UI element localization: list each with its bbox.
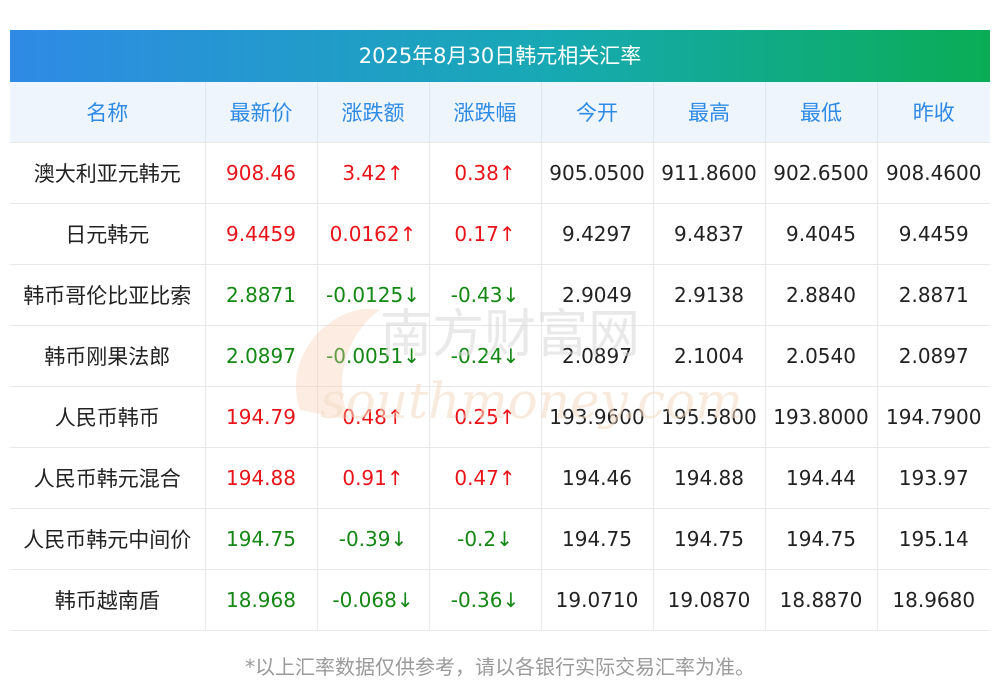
cell-latest: 908.46 [204, 142, 317, 204]
cell-pct: 0.47↑ [428, 447, 541, 509]
cell-name: 韩币越南盾 [10, 569, 205, 631]
cell-latest: 2.0897 [204, 325, 317, 387]
cell-high: 911.8600 [652, 142, 765, 204]
cell-name: 人民币韩元中间价 [10, 508, 205, 570]
header-pct: 涨跌幅 [428, 82, 541, 143]
cell-open: 905.0500 [540, 142, 653, 204]
cell-change: 0.48↑ [316, 386, 429, 448]
cell-change: 0.0162↑ [316, 203, 429, 265]
cell-prev: 195.14 [876, 508, 990, 570]
table-row: 韩币哥伦比亚比索 2.8871 -0.0125↓ -0.43↓ 2.9049 2.9138… [10, 264, 990, 326]
table-header-row: 名称 最新价 涨跌额 涨跌幅 今开 最高 最低 昨收 [10, 82, 990, 143]
cell-pct: -0.36↓ [428, 569, 541, 631]
cell-change: -0.0051↓ [316, 325, 429, 387]
table-row: 韩币刚果法郎 2.0897 -0.0051↓ -0.24↓ 2.0897 2.1004 2.… [10, 325, 990, 387]
cell-latest: 194.88 [204, 447, 317, 509]
cell-name: 韩币刚果法郎 [10, 325, 205, 387]
table-row: 人民币韩币 194.79 0.48↑ 0.25↑ 193.9600 195.5800 193… [10, 386, 990, 448]
cell-low: 18.8870 [764, 569, 877, 631]
cell-high: 9.4837 [652, 203, 765, 265]
cell-name: 澳大利亚元韩元 [10, 142, 205, 204]
cell-name: 韩币哥伦比亚比索 [10, 264, 205, 326]
cell-latest: 18.968 [204, 569, 317, 631]
cell-change: 3.42↑ [316, 142, 429, 204]
cell-latest: 2.8871 [204, 264, 317, 326]
cell-low: 194.44 [764, 447, 877, 509]
header-change: 涨跌额 [316, 82, 429, 143]
header-latest: 最新价 [204, 82, 317, 143]
cell-prev: 18.9680 [876, 569, 990, 631]
cell-pct: 0.25↑ [428, 386, 541, 448]
cell-latest: 194.79 [204, 386, 317, 448]
cell-high: 194.88 [652, 447, 765, 509]
cell-prev: 194.7900 [876, 386, 990, 448]
cell-pct: -0.24↓ [428, 325, 541, 387]
table-title: 2025年8月30日韩元相关汇率 [10, 30, 990, 82]
table-row: 日元韩元 9.4459 0.0162↑ 0.17↑ 9.4297 9.4837 9.4045… [10, 203, 990, 265]
cell-high: 194.75 [652, 508, 765, 570]
cell-open: 194.75 [540, 508, 653, 570]
cell-change: 0.91↑ [316, 447, 429, 509]
cell-pct: 0.17↑ [428, 203, 541, 265]
cell-open: 194.46 [540, 447, 653, 509]
header-open: 今开 [540, 82, 653, 143]
cell-pct: -0.43↓ [428, 264, 541, 326]
cell-open: 2.9049 [540, 264, 653, 326]
table-row: 韩币越南盾 18.968 -0.068↓ -0.36↓ 19.0710 19.0870 18… [10, 569, 990, 631]
cell-prev: 908.4600 [876, 142, 990, 204]
rates-card: 2025年8月30日韩元相关汇率 名称 最新价 涨跌额 涨跌幅 今开 最高 最低… [10, 30, 990, 631]
cell-high: 2.1004 [652, 325, 765, 387]
cell-prev: 2.0897 [876, 325, 990, 387]
cell-prev: 193.97 [876, 447, 990, 509]
table-row: 人民币韩元混合 194.88 0.91↑ 0.47↑ 194.46 194.88 194.4… [10, 447, 990, 509]
header-high: 最高 [652, 82, 765, 143]
header-name: 名称 [10, 82, 205, 143]
cell-name: 日元韩元 [10, 203, 205, 265]
cell-high: 2.9138 [652, 264, 765, 326]
cell-pct: -0.2↓ [428, 508, 541, 570]
cell-change: -0.068↓ [316, 569, 429, 631]
cell-open: 193.9600 [540, 386, 653, 448]
cell-latest: 194.75 [204, 508, 317, 570]
cell-low: 193.8000 [764, 386, 877, 448]
cell-change: -0.39↓ [316, 508, 429, 570]
cell-low: 9.4045 [764, 203, 877, 265]
cell-low: 2.0540 [764, 325, 877, 387]
cell-prev: 2.8871 [876, 264, 990, 326]
cell-high: 19.0870 [652, 569, 765, 631]
cell-name: 人民币韩币 [10, 386, 205, 448]
cell-low: 194.75 [764, 508, 877, 570]
cell-low: 2.8840 [764, 264, 877, 326]
cell-open: 2.0897 [540, 325, 653, 387]
cell-open: 9.4297 [540, 203, 653, 265]
cell-name: 人民币韩元混合 [10, 447, 205, 509]
cell-latest: 9.4459 [204, 203, 317, 265]
cell-high: 195.5800 [652, 386, 765, 448]
table-row: 人民币韩元中间价 194.75 -0.39↓ -0.2↓ 194.75 194.75 194… [10, 508, 990, 570]
header-prev: 昨收 [876, 82, 990, 143]
rates-table: 名称 最新价 涨跌额 涨跌幅 今开 最高 最低 昨收 澳大利亚元韩元 908.46… [10, 82, 990, 631]
cell-prev: 9.4459 [876, 203, 990, 265]
header-low: 最低 [764, 82, 877, 143]
cell-open: 19.0710 [540, 569, 653, 631]
footnote: *以上汇率数据仅供参考，请以各银行实际交易汇率为准。 [245, 655, 755, 679]
table-row: 澳大利亚元韩元 908.46 3.42↑ 0.38↑ 905.0500 911.8600 9… [10, 142, 990, 204]
cell-low: 902.6500 [764, 142, 877, 204]
cell-pct: 0.38↑ [428, 142, 541, 204]
cell-change: -0.0125↓ [316, 264, 429, 326]
